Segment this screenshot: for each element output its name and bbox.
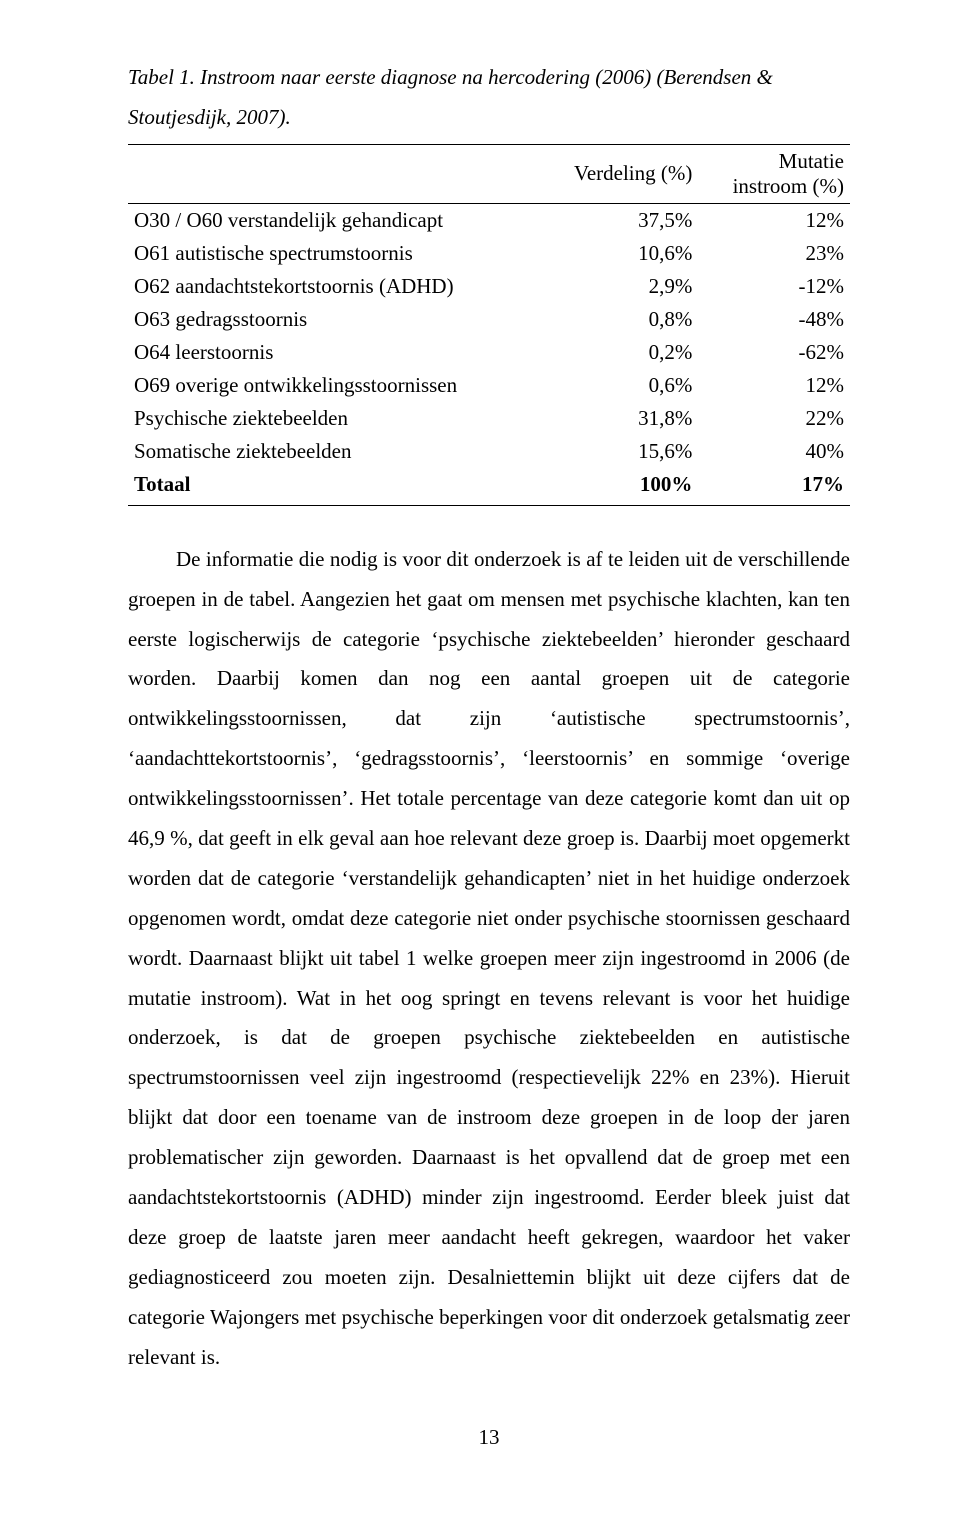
table-header-row: Verdeling (%) Mutatie instroom (%) xyxy=(128,144,850,203)
row-mutatie: -48% xyxy=(698,303,850,336)
row-label: O61 autistische spectrumstoornis xyxy=(128,237,547,270)
table-row: O69 overige ontwikkelingsstoornissen 0,6… xyxy=(128,369,850,402)
total-mutatie: 17% xyxy=(698,468,850,506)
row-verdeling: 0,8% xyxy=(547,303,699,336)
col-header-verdeling: Verdeling (%) xyxy=(547,144,699,203)
table-total-row: Totaal 100% 17% xyxy=(128,468,850,506)
table-row: Somatische ziektebeelden 15,6% 40% xyxy=(128,435,850,468)
row-label: O62 aandachtstekortstoornis (ADHD) xyxy=(128,270,547,303)
table-row: O63 gedragsstoornis 0,8% -48% xyxy=(128,303,850,336)
row-label: O63 gedragsstoornis xyxy=(128,303,547,336)
col-header-empty xyxy=(128,144,547,203)
row-verdeling: 10,6% xyxy=(547,237,699,270)
row-verdeling: 37,5% xyxy=(547,203,699,237)
row-mutatie: -12% xyxy=(698,270,850,303)
row-label: O69 overige ontwikkelingsstoornissen xyxy=(128,369,547,402)
table-row: O30 / O60 verstandelijk gehandicapt 37,5… xyxy=(128,203,850,237)
row-mutatie: 22% xyxy=(698,402,850,435)
table-caption: Tabel 1. Instroom naar eerste diagnose n… xyxy=(128,58,850,138)
row-mutatie: 12% xyxy=(698,369,850,402)
table-row: O61 autistische spectrumstoornis 10,6% 2… xyxy=(128,237,850,270)
total-verdeling: 100% xyxy=(547,468,699,506)
row-verdeling: 0,2% xyxy=(547,336,699,369)
body-paragraph: De informatie die nodig is voor dit onde… xyxy=(128,540,850,1378)
page-number: 13 xyxy=(128,1425,850,1450)
table-row: O64 leerstoornis 0,2% -62% xyxy=(128,336,850,369)
row-label: O64 leerstoornis xyxy=(128,336,547,369)
row-verdeling: 31,8% xyxy=(547,402,699,435)
data-table: Verdeling (%) Mutatie instroom (%) O30 /… xyxy=(128,144,850,506)
row-mutatie: 40% xyxy=(698,435,850,468)
row-label: Somatische ziektebeelden xyxy=(128,435,547,468)
table-row: O62 aandachtstekortstoornis (ADHD) 2,9% … xyxy=(128,270,850,303)
row-verdeling: 2,9% xyxy=(547,270,699,303)
col-header-mutatie: Mutatie instroom (%) xyxy=(698,144,850,203)
row-label: O30 / O60 verstandelijk gehandicapt xyxy=(128,203,547,237)
row-verdeling: 0,6% xyxy=(547,369,699,402)
row-label: Psychische ziektebeelden xyxy=(128,402,547,435)
row-mutatie: 23% xyxy=(698,237,850,270)
row-mutatie: 12% xyxy=(698,203,850,237)
total-label: Totaal xyxy=(128,468,547,506)
row-mutatie: -62% xyxy=(698,336,850,369)
table-row: Psychische ziektebeelden 31,8% 22% xyxy=(128,402,850,435)
row-verdeling: 15,6% xyxy=(547,435,699,468)
